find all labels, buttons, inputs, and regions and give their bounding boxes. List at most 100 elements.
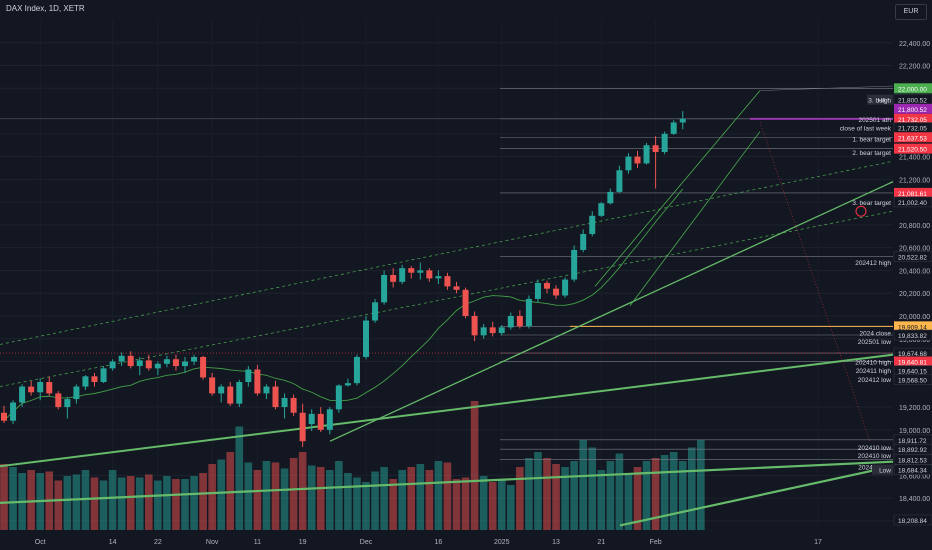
candle-body <box>182 361 188 367</box>
trend-lines <box>0 85 894 527</box>
candle-body <box>625 156 632 171</box>
x-tick-label: Feb <box>650 539 662 546</box>
candle-body <box>209 377 216 394</box>
price-label: 18,812.53 <box>898 457 927 464</box>
volume-bar <box>516 467 524 530</box>
volume-bar <box>262 461 271 530</box>
channel-lower <box>629 131 761 306</box>
price-label-box <box>893 329 932 341</box>
y-tick-label: 20,200.00 <box>899 291 930 298</box>
volume-bar <box>651 458 660 530</box>
volume-bar <box>633 467 642 530</box>
candle-body <box>191 356 198 362</box>
y-tick-label: 18,400.00 <box>899 496 930 503</box>
candle-body <box>19 386 26 403</box>
candle-body <box>163 359 170 364</box>
price-axis[interactable]: 18,200.0018,400.0018,600.0019,000.0019,2… <box>893 41 932 526</box>
price-label-box <box>894 356 932 367</box>
price-label: 21,081.61 <box>898 191 927 198</box>
volume-bar <box>371 471 379 530</box>
volume-bar <box>697 440 705 530</box>
x-tick-label: Nov <box>206 539 219 546</box>
candle-body <box>471 315 478 336</box>
candle-body <box>353 356 360 384</box>
volume-bar <box>561 467 569 530</box>
volume-bar <box>226 452 235 530</box>
candle-body <box>1 412 7 421</box>
trendline-bottom <box>619 465 894 527</box>
volume-bar <box>199 473 207 530</box>
volume-bar <box>253 470 262 530</box>
annotation-label: Low <box>879 468 891 475</box>
volume-bar <box>63 476 72 530</box>
candle-body <box>679 118 686 123</box>
volume-bar <box>479 476 488 530</box>
candle-body <box>435 276 442 279</box>
candle-body <box>299 412 306 442</box>
volume-bar <box>452 479 461 530</box>
candle-body <box>118 355 125 362</box>
annotation-label: 202412 low <box>858 377 892 384</box>
volume-bar <box>543 458 551 530</box>
price-label: 21,637.53 <box>898 135 927 142</box>
price-label: 19,640.81 <box>898 360 927 367</box>
price-label-box <box>893 251 932 262</box>
price-label: 21,732.05 <box>898 117 927 124</box>
volume-bar <box>316 467 325 530</box>
trendline-steep <box>329 181 894 442</box>
volume-bar <box>244 462 253 530</box>
trendline-mid <box>0 353 894 468</box>
candle-body <box>218 386 225 394</box>
y-tick-label: 19,800.00 <box>899 337 930 344</box>
candle-body <box>227 386 234 404</box>
volume-bar <box>208 464 216 530</box>
candle-body <box>272 386 279 408</box>
candle-body <box>55 393 62 408</box>
volume-bar <box>307 465 316 530</box>
price-label: 18,911.72 <box>898 438 927 445</box>
candle-body <box>516 315 523 327</box>
volume-bar <box>678 461 687 530</box>
candle-body <box>245 369 252 383</box>
y-tick-label: 21,400.00 <box>899 155 930 162</box>
volume-bar <box>145 474 153 530</box>
candle-body <box>100 368 107 383</box>
y-tick-label: 21,200.00 <box>899 177 930 184</box>
price-label: 19,909.14 <box>898 324 927 331</box>
volume-bar <box>9 467 17 530</box>
bear-projection <box>759 122 871 442</box>
volume-bar <box>154 480 162 530</box>
volume-bars <box>0 401 705 530</box>
candle-body <box>634 156 641 164</box>
x-tick-label: 22 <box>154 539 162 546</box>
price-label-box <box>894 321 932 332</box>
candle-body <box>426 270 433 279</box>
annotation-label: 3. bull t. <box>868 98 891 105</box>
candle-body <box>607 191 614 204</box>
candlesticks <box>1 111 686 447</box>
volume-bar <box>389 479 397 530</box>
volume-bar <box>135 477 144 530</box>
candle-body <box>254 369 261 394</box>
candle-body <box>172 359 179 367</box>
annotation-label: 1. bear target <box>852 136 891 143</box>
candle-body <box>290 397 297 413</box>
volume-bar <box>525 458 533 530</box>
candle-body <box>562 279 569 296</box>
candle-body <box>281 397 288 408</box>
time-axis[interactable]: Oct 14 22 Nov 11 19 Dec 16 2025 13 21 Feb 17 <box>35 539 822 546</box>
candle-body <box>408 268 415 273</box>
candle-body <box>363 320 369 357</box>
annotation-label: 2024 close <box>860 330 892 337</box>
price-label-box <box>894 143 932 154</box>
volume-bar <box>488 482 497 530</box>
candle-body <box>453 286 460 290</box>
currency-button[interactable]: EUR <box>895 4 927 20</box>
volume-bar <box>642 461 651 530</box>
price-label-box <box>894 103 932 114</box>
volume-bar <box>126 476 135 530</box>
volume-bar <box>27 470 35 530</box>
price-label: 21,732.05 <box>898 126 927 133</box>
candle-body <box>200 356 207 378</box>
